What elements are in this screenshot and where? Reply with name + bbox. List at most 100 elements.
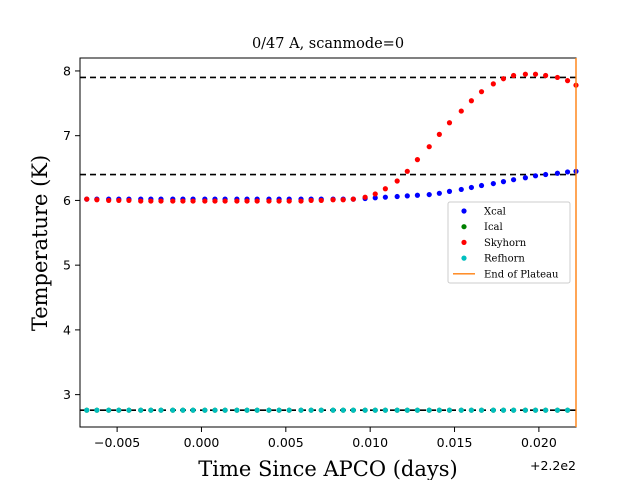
data-point xyxy=(330,407,336,413)
data-point xyxy=(490,180,496,187)
data-point xyxy=(564,78,571,84)
y-tick-label: 5 xyxy=(63,258,71,273)
legend-label: Xcal xyxy=(484,207,506,218)
data-point xyxy=(362,194,368,200)
data-point xyxy=(468,98,475,104)
data-point xyxy=(478,89,485,95)
x-tick-label: −0.005 xyxy=(94,435,140,450)
data-point xyxy=(234,198,240,204)
data-point xyxy=(522,71,528,77)
data-point xyxy=(554,74,561,81)
legend-entry: Skyhorn xyxy=(461,238,527,249)
data-point xyxy=(458,186,464,193)
data-point xyxy=(362,407,368,413)
data-point xyxy=(414,157,421,163)
data-point xyxy=(382,407,388,413)
data-point xyxy=(286,407,292,413)
data-point xyxy=(414,192,421,198)
legend-entry: Ical xyxy=(461,222,503,233)
data-point xyxy=(404,168,410,174)
x-axis-offset-label: +2.2e2 xyxy=(530,458,576,473)
data-point xyxy=(170,407,176,413)
legend-entry: Xcal xyxy=(461,207,506,218)
data-point xyxy=(254,198,260,204)
data-point xyxy=(276,407,282,413)
data-point xyxy=(202,407,208,413)
x-tick-label: 0.010 xyxy=(352,435,388,450)
data-point xyxy=(510,407,517,413)
y-tick-label: 3 xyxy=(63,387,71,402)
data-point xyxy=(266,407,272,413)
data-point xyxy=(468,184,475,191)
legend-marker-swatch xyxy=(461,208,467,214)
data-point xyxy=(394,407,400,413)
data-point xyxy=(543,407,549,413)
data-point xyxy=(318,407,324,413)
data-point xyxy=(212,407,218,413)
data-point xyxy=(382,194,388,200)
series-refhorn xyxy=(84,407,571,413)
data-point xyxy=(138,407,144,413)
data-point xyxy=(190,198,196,204)
data-point xyxy=(522,175,528,181)
legend-entry: Refhorn xyxy=(461,254,525,265)
data-point xyxy=(510,72,517,79)
data-point xyxy=(478,182,485,189)
data-point xyxy=(180,198,186,204)
y-tick-label: 4 xyxy=(63,322,71,337)
chart-title: 0/47 A, scanmode=0 xyxy=(252,36,404,52)
data-point xyxy=(138,198,144,204)
data-point xyxy=(426,144,432,150)
data-point xyxy=(404,407,410,413)
legend-marker-swatch xyxy=(461,224,467,230)
data-point xyxy=(116,197,122,204)
data-point xyxy=(276,198,282,204)
data-point xyxy=(554,407,561,413)
legend-entry: End of Plateau xyxy=(453,269,559,280)
x-tick-label: 0.015 xyxy=(437,435,473,450)
data-point xyxy=(554,170,561,176)
data-point xyxy=(543,171,549,178)
data-point xyxy=(372,407,378,413)
y-tick-label: 7 xyxy=(63,128,71,143)
data-point xyxy=(500,179,507,185)
data-point xyxy=(372,191,378,197)
data-point xyxy=(158,198,164,204)
data-point xyxy=(148,407,154,413)
data-point xyxy=(180,407,186,413)
legend-box xyxy=(447,201,571,284)
legend-label: Refhorn xyxy=(484,254,525,265)
data-point xyxy=(298,407,304,413)
data-point xyxy=(254,407,260,413)
legend-label: End of Plateau xyxy=(484,269,559,280)
data-point xyxy=(532,173,539,179)
x-axis-label: Time Since APCO (days) xyxy=(198,457,457,480)
data-point xyxy=(414,407,421,413)
data-point xyxy=(106,197,112,204)
data-point xyxy=(436,131,442,137)
data-point xyxy=(436,407,442,413)
x-tick-label: 0.000 xyxy=(184,435,220,450)
data-point xyxy=(426,407,432,413)
data-point xyxy=(234,407,240,413)
data-point xyxy=(84,196,90,202)
data-point xyxy=(436,190,442,196)
data-point xyxy=(426,191,432,198)
data-point xyxy=(126,197,132,204)
data-point xyxy=(222,198,228,204)
data-point xyxy=(244,198,250,204)
x-tick-label: 0.005 xyxy=(268,435,304,450)
data-point xyxy=(170,198,176,204)
data-point xyxy=(446,120,453,126)
data-point xyxy=(510,177,517,183)
data-point xyxy=(340,407,346,413)
data-point xyxy=(84,407,90,413)
data-point xyxy=(190,407,196,413)
data-point xyxy=(543,72,549,79)
data-point xyxy=(94,197,100,203)
data-point xyxy=(94,407,100,413)
data-point xyxy=(532,407,539,413)
data-point xyxy=(532,71,539,77)
legend-marker-swatch xyxy=(461,239,467,245)
